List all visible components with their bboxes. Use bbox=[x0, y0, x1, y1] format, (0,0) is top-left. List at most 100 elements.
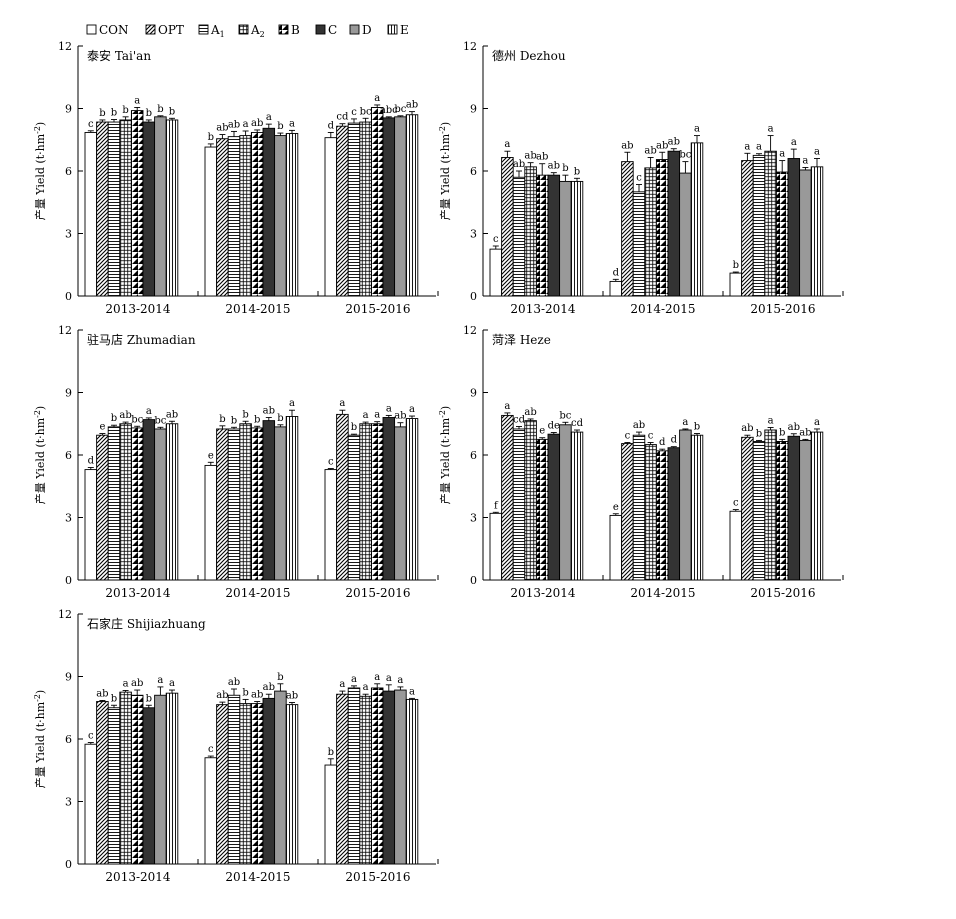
bar-con-2015-2016 bbox=[324, 764, 338, 865]
bar-opt-2014-2015 bbox=[621, 443, 634, 581]
bar-e-2013-2014 bbox=[165, 119, 179, 297]
x-tick-label: 2015-2016 bbox=[750, 302, 815, 316]
significance-label: b bbox=[779, 427, 785, 438]
significance-label: c bbox=[648, 431, 654, 442]
bar-a1-2013-2014 bbox=[512, 428, 526, 581]
significance-label: a bbox=[169, 678, 175, 689]
bar-opt-2015-2016 bbox=[741, 436, 754, 581]
chart-panel-tai-an: 0 3 6 9 12 产量 Yield (t·hm-2) 泰安 Tai'an 2013-201… bbox=[33, 40, 439, 316]
bar-c-2013-2014 bbox=[142, 419, 156, 581]
significance-label: a bbox=[146, 406, 152, 417]
bar-e-2014-2015 bbox=[285, 704, 299, 865]
bar-c-2013-2014 bbox=[142, 707, 156, 865]
bar-b-2014-2015 bbox=[250, 427, 264, 581]
chart-panel-dezhou: 0 3 6 9 12 产量 Yield (t·hm-2) 德州 Dezhou 2013-201… bbox=[438, 40, 844, 316]
bar-opt-2013-2014 bbox=[96, 121, 109, 297]
y-tick-label: 3 bbox=[65, 796, 72, 809]
legend-swatch bbox=[387, 24, 398, 35]
bar-e-2014-2015 bbox=[285, 416, 299, 581]
significance-label: ab bbox=[228, 677, 240, 688]
bar-a1-2015-2016 bbox=[752, 154, 766, 297]
significance-label: ab bbox=[263, 406, 275, 417]
bar-e-2014-2015 bbox=[285, 133, 299, 297]
significance-label: b bbox=[219, 414, 225, 425]
bar-d-2013-2014 bbox=[559, 424, 572, 581]
significance-label: a bbox=[386, 403, 392, 414]
y-tick-label: 6 bbox=[65, 733, 72, 746]
bar-opt-2013-2014 bbox=[501, 414, 514, 581]
significance-label: a bbox=[339, 398, 345, 409]
significance-label: b bbox=[277, 672, 283, 683]
significance-label: a bbox=[814, 417, 820, 428]
significance-label: ab bbox=[119, 410, 131, 421]
bar-opt-2014-2015 bbox=[216, 428, 229, 581]
significance-label: b bbox=[694, 422, 700, 433]
significance-label: ab bbox=[216, 123, 228, 134]
y-tick-label: 6 bbox=[470, 449, 477, 462]
bar-con-2015-2016 bbox=[729, 272, 743, 297]
legend-swatch bbox=[145, 24, 156, 35]
bar-a1-2014-2015 bbox=[632, 434, 646, 581]
y-tick-label: 9 bbox=[65, 103, 72, 116]
significance-label: a bbox=[409, 404, 415, 415]
significance-label: b bbox=[146, 693, 152, 704]
significance-label: a bbox=[243, 119, 249, 130]
significance-label: f bbox=[494, 500, 499, 511]
bar-con-2013-2014 bbox=[84, 132, 98, 297]
panel-title: 泰安 Tai'an bbox=[87, 48, 151, 63]
significance-label: e bbox=[208, 450, 214, 461]
significance-label: bc bbox=[131, 414, 143, 425]
legend-item-b: B bbox=[278, 23, 300, 37]
significance-label: ab bbox=[741, 423, 753, 434]
x-tick-label: 2013-2014 bbox=[105, 302, 170, 316]
bar-a2-2014-2015 bbox=[239, 135, 252, 297]
bar-d-2013-2014 bbox=[154, 428, 167, 581]
y-tick-label: 0 bbox=[65, 574, 72, 587]
significance-label: e bbox=[539, 426, 545, 437]
legend-swatch bbox=[238, 24, 249, 35]
legend-item-a2: A2 bbox=[238, 23, 265, 39]
legend-label: C bbox=[328, 23, 337, 37]
significance-label: ab bbox=[656, 140, 668, 151]
significance-label: b bbox=[157, 104, 163, 115]
y-tick-label: 12 bbox=[58, 608, 72, 621]
bar-b-2014-2015 bbox=[655, 159, 669, 297]
significance-label: ab bbox=[524, 407, 536, 418]
chart-panel-heze: 0 3 6 9 12 产量 Yield (t·hm-2) 菏泽 Heze 2013-2014 f… bbox=[438, 324, 844, 600]
bar-c-2014-2015 bbox=[667, 150, 681, 297]
significance-label: b bbox=[756, 428, 762, 439]
significance-label: a bbox=[386, 673, 392, 684]
significance-label: a bbox=[339, 679, 345, 690]
significance-label: a bbox=[409, 686, 415, 697]
significance-label: a bbox=[374, 672, 380, 683]
bar-a1-2015-2016 bbox=[347, 434, 361, 581]
y-tick-label: 12 bbox=[58, 324, 72, 337]
chart-panel-zhumadian: 0 3 6 9 12 产量 Yield (t·hm-2) 驻马店 Zhumadian 2013… bbox=[33, 324, 439, 600]
significance-label: b bbox=[574, 166, 580, 177]
significance-label: b bbox=[277, 121, 283, 132]
significance-label: ab bbox=[228, 119, 240, 130]
legend-label: CON bbox=[99, 23, 129, 37]
legend-item-d: D bbox=[349, 23, 372, 37]
significance-label: ab bbox=[621, 140, 633, 151]
bar-a1-2015-2016 bbox=[347, 687, 361, 865]
significance-label: ab bbox=[216, 690, 228, 701]
x-tick-label: 2014-2015 bbox=[225, 870, 290, 884]
significance-label: a bbox=[363, 410, 369, 421]
x-tick-label: 2014-2015 bbox=[630, 586, 695, 600]
significance-label: a bbox=[768, 124, 774, 135]
bar-opt-2015-2016 bbox=[741, 160, 754, 297]
significance-label: a bbox=[363, 682, 369, 693]
legend-swatch bbox=[278, 24, 289, 35]
bar-e-2015-2016 bbox=[405, 418, 419, 581]
panel-title: 菏泽 Heze bbox=[492, 333, 551, 347]
legend-label: B bbox=[291, 23, 300, 37]
y-tick-label: 3 bbox=[65, 228, 72, 241]
significance-label: b bbox=[733, 260, 739, 271]
significance-label: a bbox=[504, 401, 510, 412]
significance-label: c bbox=[636, 173, 642, 184]
y-tick-label: 3 bbox=[65, 512, 72, 525]
bar-opt-2013-2014 bbox=[96, 434, 109, 581]
bar-d-2014-2015 bbox=[274, 426, 287, 581]
bar-a1-2014-2015 bbox=[227, 694, 241, 865]
